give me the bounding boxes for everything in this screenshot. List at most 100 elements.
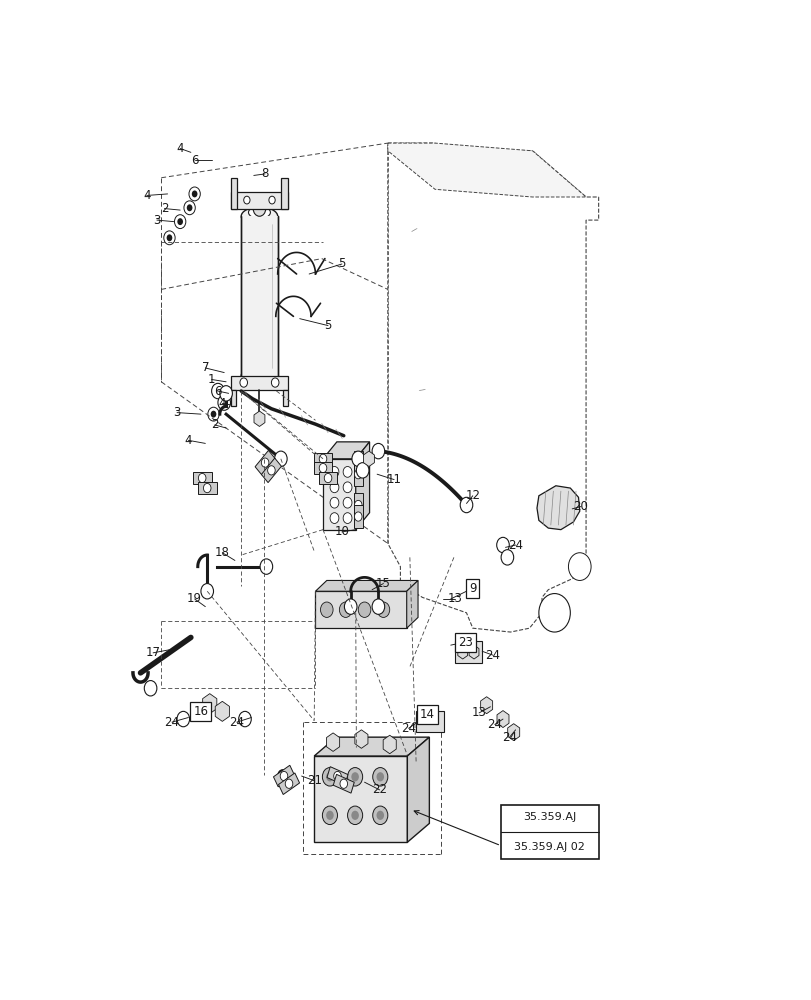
Circle shape	[198, 473, 206, 483]
Circle shape	[500, 542, 505, 549]
Circle shape	[274, 451, 287, 466]
Circle shape	[343, 466, 351, 477]
Circle shape	[351, 772, 358, 781]
Circle shape	[184, 201, 195, 215]
Circle shape	[261, 458, 268, 467]
Circle shape	[238, 711, 251, 727]
Circle shape	[177, 218, 182, 225]
Circle shape	[191, 190, 197, 197]
Ellipse shape	[504, 604, 522, 621]
Polygon shape	[241, 216, 277, 376]
Circle shape	[187, 204, 192, 211]
Text: 4: 4	[218, 397, 225, 410]
Polygon shape	[407, 737, 429, 842]
Polygon shape	[323, 442, 369, 459]
Circle shape	[212, 383, 224, 399]
Text: —: —	[410, 225, 418, 234]
Ellipse shape	[448, 167, 466, 181]
Circle shape	[358, 602, 371, 617]
Circle shape	[351, 451, 364, 466]
Circle shape	[277, 455, 283, 462]
Text: 10: 10	[334, 525, 349, 538]
Circle shape	[322, 806, 337, 825]
Circle shape	[354, 458, 362, 467]
Text: 4: 4	[176, 142, 183, 155]
Polygon shape	[278, 773, 299, 795]
Text: 11: 11	[386, 473, 401, 486]
Ellipse shape	[248, 206, 270, 219]
Text: 9: 9	[469, 582, 476, 595]
Polygon shape	[327, 767, 348, 785]
Circle shape	[221, 399, 227, 406]
Text: 4: 4	[184, 434, 192, 447]
Circle shape	[322, 768, 337, 786]
Circle shape	[359, 467, 365, 474]
Text: 6: 6	[214, 385, 221, 398]
Text: 16: 16	[193, 705, 208, 718]
Circle shape	[496, 537, 508, 553]
Circle shape	[189, 187, 200, 201]
Circle shape	[460, 497, 472, 513]
Polygon shape	[507, 724, 519, 741]
Circle shape	[376, 811, 384, 820]
Circle shape	[240, 378, 247, 387]
Text: 24: 24	[485, 649, 500, 662]
Polygon shape	[383, 735, 396, 754]
Circle shape	[347, 806, 363, 825]
Polygon shape	[416, 711, 444, 732]
Polygon shape	[355, 442, 369, 530]
Text: 22: 22	[371, 783, 387, 796]
Text: 19: 19	[187, 592, 202, 605]
Polygon shape	[496, 711, 508, 728]
Circle shape	[354, 470, 362, 479]
Circle shape	[220, 386, 232, 401]
Polygon shape	[406, 580, 418, 628]
Text: 21: 21	[307, 774, 321, 787]
Circle shape	[347, 768, 363, 786]
Polygon shape	[333, 774, 354, 793]
Polygon shape	[313, 453, 332, 465]
Circle shape	[277, 769, 288, 783]
Circle shape	[376, 602, 389, 617]
Circle shape	[376, 772, 384, 781]
Circle shape	[268, 196, 275, 204]
Text: 23: 23	[457, 636, 472, 649]
Circle shape	[340, 779, 347, 788]
Text: 3: 3	[173, 406, 181, 419]
Polygon shape	[254, 411, 264, 426]
Circle shape	[204, 483, 211, 493]
Text: 7: 7	[201, 361, 208, 374]
Circle shape	[242, 716, 247, 723]
Polygon shape	[363, 451, 374, 466]
Circle shape	[372, 806, 388, 825]
Circle shape	[217, 395, 230, 410]
Circle shape	[319, 454, 326, 463]
Text: 24: 24	[229, 716, 244, 729]
Circle shape	[344, 599, 357, 614]
Polygon shape	[480, 697, 492, 714]
Polygon shape	[353, 493, 363, 517]
Ellipse shape	[416, 377, 426, 386]
Polygon shape	[354, 730, 367, 748]
Text: 14: 14	[419, 708, 435, 721]
Ellipse shape	[439, 214, 453, 226]
Polygon shape	[353, 505, 363, 528]
Circle shape	[329, 466, 338, 477]
Circle shape	[333, 771, 341, 781]
Circle shape	[253, 201, 265, 216]
Circle shape	[285, 779, 293, 788]
Text: 24: 24	[508, 539, 522, 552]
Circle shape	[341, 769, 352, 783]
Text: 12: 12	[465, 489, 479, 502]
Circle shape	[264, 563, 269, 570]
Polygon shape	[231, 178, 237, 209]
Circle shape	[356, 463, 368, 478]
Ellipse shape	[484, 195, 498, 207]
Circle shape	[326, 811, 333, 820]
Polygon shape	[388, 143, 586, 197]
Text: 2: 2	[161, 202, 168, 215]
Circle shape	[568, 553, 590, 580]
Polygon shape	[231, 376, 287, 389]
Ellipse shape	[480, 181, 496, 195]
Circle shape	[166, 234, 172, 241]
